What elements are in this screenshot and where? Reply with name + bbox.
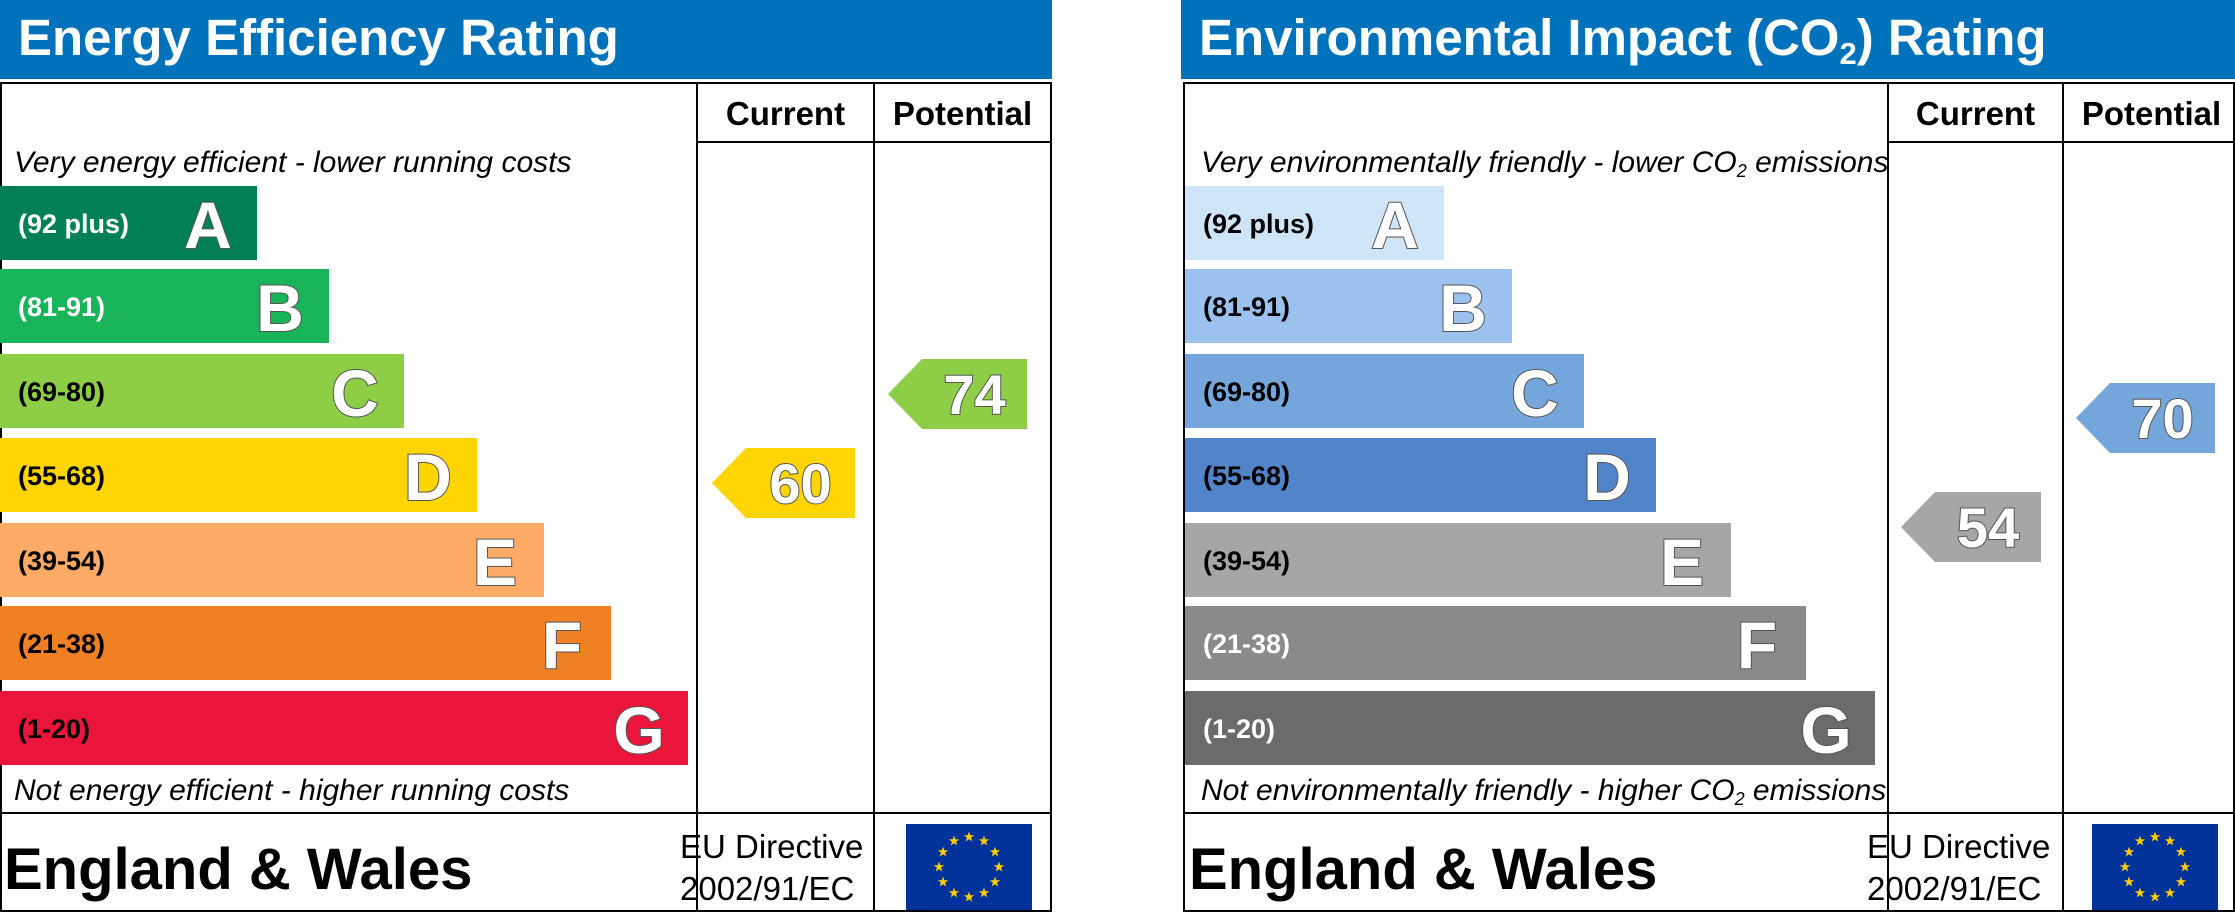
column-header-potential: Potential <box>2081 95 2222 132</box>
band-range-label: (92 plus) <box>1203 209 1315 239</box>
band-letter-f: F <box>541 607 583 683</box>
environmental-impact-panel: Environmental Impact (CO2) Rating Curren… <box>1181 0 2235 912</box>
band-bar-d: (55-68) D <box>1185 438 1656 515</box>
band-bar-f: (21-38) F <box>1185 606 1806 683</box>
band-letter-g: G <box>612 692 665 768</box>
svg-text:E: E <box>1660 525 1704 599</box>
svg-text:C: C <box>331 356 379 430</box>
svg-text:D: D <box>404 440 452 514</box>
current-rating-value: 60 <box>769 452 831 515</box>
band-letter-e: E <box>1659 524 1705 600</box>
potential-rating-value: 70 <box>2131 387 2193 450</box>
svg-text:B: B <box>256 271 304 345</box>
svg-text:F: F <box>542 608 582 682</box>
column-header-potential: Potential <box>892 95 1033 132</box>
band-letter-d: D <box>403 439 453 515</box>
bottom-note: Not energy efficient - higher running co… <box>14 774 570 807</box>
region-label: England & Wales <box>1189 837 1658 902</box>
current-rating-arrow: 54 <box>1901 492 2041 562</box>
eu-flag-icon <box>906 824 1032 910</box>
potential-rating-arrow: 74 <box>888 359 1027 429</box>
band-bar-g: (1-20) G <box>1185 691 1875 768</box>
band-letter-d: D <box>1582 439 1632 515</box>
band-letter-b: B <box>1438 270 1488 346</box>
band-bar-c: (69-80) C <box>0 354 404 431</box>
band-bar-c: (69-80) C <box>1185 354 1584 431</box>
band-letter-b: B <box>255 270 305 346</box>
eu-flag-icon <box>2092 824 2218 910</box>
band-bar-a: (92 plus) A <box>1185 186 1444 263</box>
band-letter-c: C <box>1510 355 1560 431</box>
band-range-label: (39-54) <box>18 546 106 576</box>
band-range-label: (69-80) <box>18 377 106 407</box>
column-header-current: Current <box>725 95 846 132</box>
rating-table: Current Potential <box>1183 82 2235 912</box>
svg-text:B: B <box>1439 271 1487 345</box>
potential-rating-value: 74 <box>943 363 1005 426</box>
band-range-label: (81-91) <box>18 292 106 322</box>
band-bar-e: (39-54) E <box>0 523 544 600</box>
band-range-label: (81-91) <box>1203 292 1291 322</box>
band-range-label: (21-38) <box>1203 629 1291 659</box>
band-letter-a: A <box>1370 187 1420 263</box>
chart-title: Energy Efficiency Rating <box>0 0 1052 79</box>
bottom-note: Not environmentally friendly - higher CO… <box>1201 774 1887 809</box>
directive-line-2: 2002/91/EC <box>680 870 855 907</box>
energy-efficiency-panel: Energy Efficiency Rating Current Potenti… <box>0 0 1052 912</box>
current-rating-arrow: 60 <box>712 447 855 518</box>
band-range-label: (55-68) <box>1203 461 1291 491</box>
top-note: Very environmentally friendly - lower CO… <box>1201 146 1889 181</box>
svg-text:E: E <box>473 525 517 599</box>
svg-text:A: A <box>184 188 232 262</box>
chart-title: Environmental Impact (CO2) Rating <box>1181 0 2235 79</box>
directive-line-2: 2002/91/EC <box>1867 870 2042 907</box>
band-letter-a: A <box>183 187 233 263</box>
band-range-label: (1-20) <box>18 714 91 744</box>
eu-directive-label: EU Directive 2002/91/EC <box>1867 826 2050 910</box>
band-range-label: (21-38) <box>18 629 106 659</box>
band-letter-e: E <box>472 524 518 600</box>
top-note: Very energy efficient - lower running co… <box>14 146 572 179</box>
band-bar-a: (92 plus) A <box>0 186 257 263</box>
band-letter-g: G <box>1799 692 1852 768</box>
svg-text:C: C <box>1511 356 1559 430</box>
band-range-label: (1-20) <box>1203 714 1276 744</box>
svg-text:F: F <box>1737 608 1777 682</box>
svg-text:G: G <box>613 693 664 767</box>
band-bar-g: (1-20) G <box>0 691 688 768</box>
column-header-current: Current <box>1915 95 2036 132</box>
svg-text:A: A <box>1371 188 1419 262</box>
band-range-label: (92 plus) <box>18 209 130 239</box>
directive-line-1: EU Directive <box>680 828 864 865</box>
region-label: England & Wales <box>4 837 473 902</box>
band-letter-c: C <box>330 355 380 431</box>
band-bar-b: (81-91) B <box>0 269 329 346</box>
svg-text:G: G <box>1800 693 1851 767</box>
band-letter-f: F <box>1736 607 1778 683</box>
band-bar-d: (55-68) D <box>0 438 477 515</box>
band-bar-b: (81-91) B <box>1185 269 1512 346</box>
current-rating-value: 54 <box>1957 496 2019 559</box>
svg-text:D: D <box>1583 440 1631 514</box>
directive-line-1: EU Directive <box>1867 828 2051 865</box>
band-bar-f: (21-38) F <box>0 606 611 683</box>
eu-directive-label: EU Directive 2002/91/EC <box>680 826 863 910</box>
band-bar-e: (39-54) E <box>1185 523 1731 600</box>
band-range-label: (69-80) <box>1203 377 1291 407</box>
band-range-label: (39-54) <box>1203 546 1291 576</box>
band-range-label: (55-68) <box>18 461 106 491</box>
potential-rating-arrow: 70 <box>2076 383 2215 453</box>
